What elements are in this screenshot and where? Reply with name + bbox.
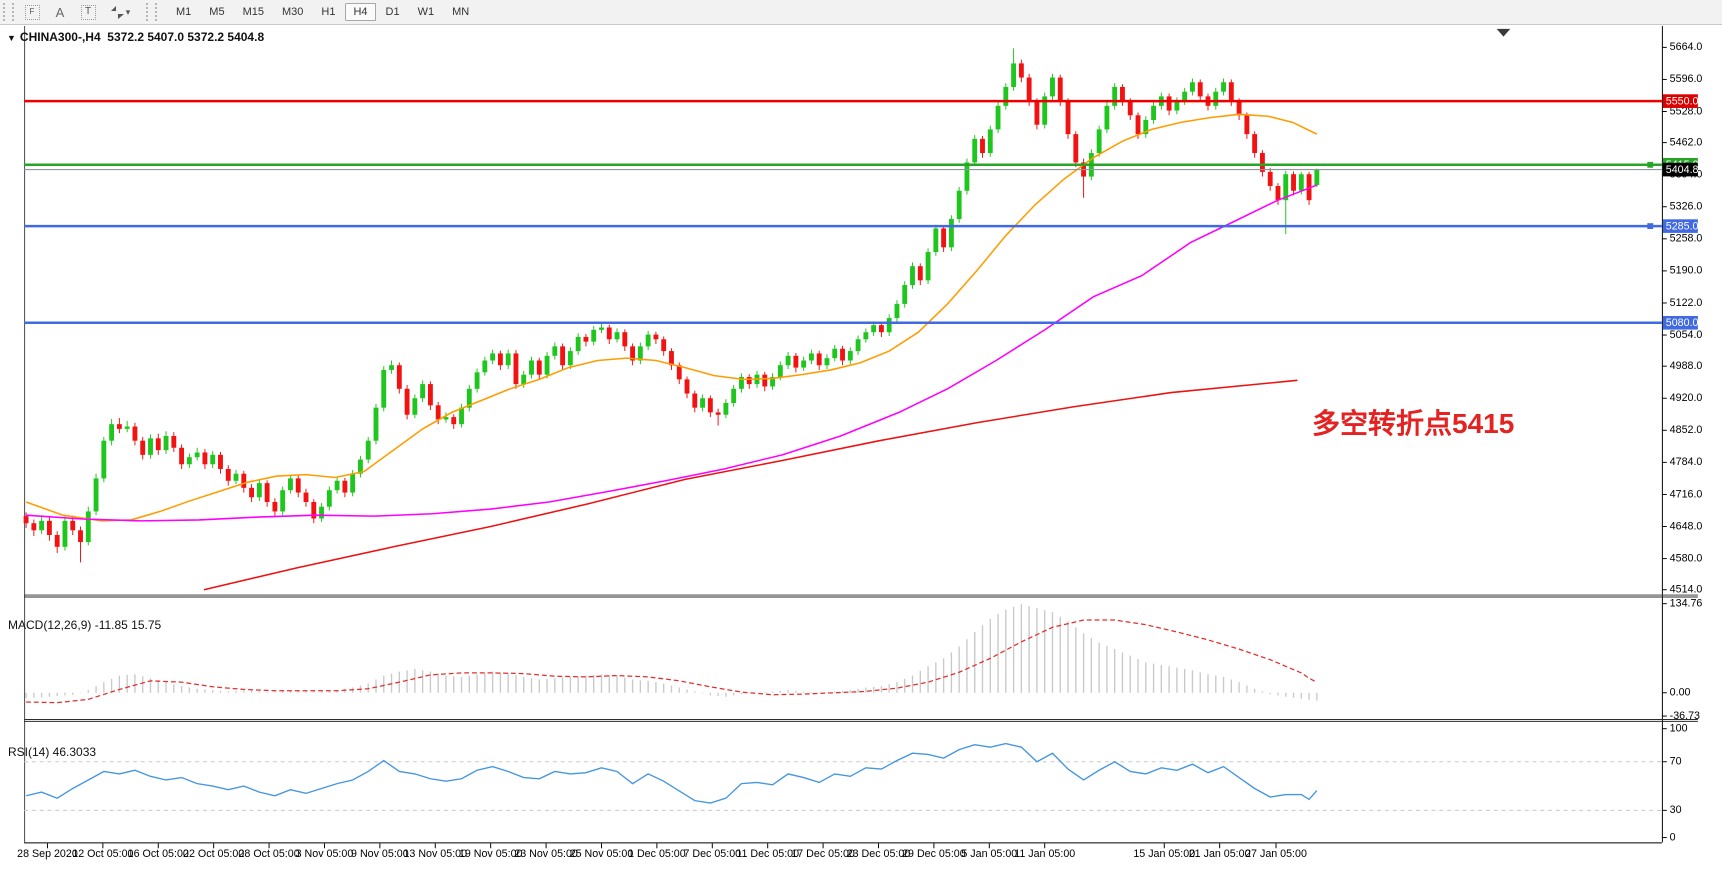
macd-signal-line [26, 619, 1318, 704]
svg-text:29 Dec 05:00: 29 Dec 05:00 [902, 848, 966, 860]
svg-text:5596.0: 5596.0 [1670, 73, 1703, 85]
toolbar: F A T ▾ M1 M5 M15 M30 H1 H4 D1 W1 MN [0, 0, 1722, 25]
svg-text:9 Nov 05:00: 9 Nov 05:00 [351, 848, 409, 860]
svg-text:5080.0: 5080.0 [1666, 317, 1699, 329]
draw-objects-icon[interactable]: ▾ [104, 1, 136, 23]
font-a-icon[interactable]: A [55, 4, 65, 20]
chart-window-glyph: F [24, 4, 40, 20]
svg-text:-36.73: -36.73 [1670, 710, 1700, 722]
text-label-glyph: T [80, 4, 96, 20]
timeframe-button-W1[interactable]: W1 [410, 3, 443, 21]
timeframe-button-M15[interactable]: M15 [235, 3, 272, 21]
svg-text:5550.0: 5550.0 [1666, 95, 1699, 107]
annotation-text[interactable]: 多空转折点5415 [1312, 408, 1515, 439]
price-badge-5404.8: 5404.8 [1662, 162, 1699, 177]
svg-text:4514.0: 4514.0 [1670, 584, 1703, 596]
svg-text:22 Oct 05:00: 22 Oct 05:00 [183, 848, 244, 860]
svg-text:25 Nov 05:00: 25 Nov 05:00 [570, 848, 634, 860]
ma-mid-magenta [26, 184, 1318, 522]
svg-text:5462.0: 5462.0 [1670, 136, 1703, 148]
svg-text:3 Nov 05:00: 3 Nov 05:00 [296, 848, 354, 860]
rsi-line [25, 742, 1318, 804]
svg-text:13 Nov 05:00: 13 Nov 05:00 [403, 848, 467, 860]
hline-5285[interactable] [24, 223, 1662, 230]
chart-canvas[interactable]: 5664.05596.05528.05462.05394.05326.05258… [0, 25, 1722, 892]
chart-shift-icon[interactable] [1496, 28, 1511, 37]
timeframe-button-H4[interactable]: H4 [345, 3, 376, 21]
svg-text:23 Dec 05:00: 23 Dec 05:00 [847, 848, 911, 860]
rsi-label: RSI(14) 46.3033 [8, 745, 97, 759]
svg-text:4784.0: 4784.0 [1670, 456, 1703, 468]
svg-text:1 Dec 05:00: 1 Dec 05:00 [628, 848, 686, 860]
svg-text:4920.0: 4920.0 [1670, 392, 1703, 404]
draw-objects-glyph [110, 5, 124, 19]
svg-text:5528.0: 5528.0 [1670, 105, 1703, 117]
ma-fast-orange [25, 113, 1318, 522]
svg-text:23 Nov 05:00: 23 Nov 05:00 [514, 848, 578, 860]
timeframe-button-D1[interactable]: D1 [378, 3, 408, 21]
price-axis[interactable]: 5664.05596.05528.05462.05394.05326.05258… [1661, 41, 1703, 596]
timeframe-group: M1 M5 M15 M30 H1 H4 D1 W1 MN [167, 3, 478, 21]
svg-text:5122.0: 5122.0 [1670, 297, 1703, 309]
svg-text:27 Jan 05:00: 27 Jan 05:00 [1245, 848, 1307, 860]
svg-text:11 Jan 05:00: 11 Jan 05:00 [1014, 848, 1075, 860]
svg-text:4716.0: 4716.0 [1670, 488, 1703, 500]
timeframe-button-H1[interactable]: H1 [313, 3, 343, 21]
timeframe-button-M1[interactable]: M1 [168, 3, 199, 21]
price-badge-5285.0: 5285.0 [1662, 219, 1699, 233]
chart-frame [24, 25, 1698, 844]
toolbar-grip-2[interactable] [146, 3, 157, 21]
svg-text:17 Dec 05:00: 17 Dec 05:00 [791, 848, 855, 860]
macd-panel: 134.76 0.00 -36.73 [25, 598, 1703, 722]
svg-text:5054.0: 5054.0 [1670, 329, 1703, 341]
svg-text:4852.0: 4852.0 [1670, 424, 1703, 436]
svg-text:4988.0: 4988.0 [1670, 360, 1703, 372]
symbol-dropdown-icon[interactable]: ▼ [7, 33, 16, 43]
svg-text:5664.0: 5664.0 [1670, 41, 1703, 53]
svg-text:0: 0 [1670, 831, 1676, 843]
timeframe-button-MN[interactable]: MN [444, 3, 477, 21]
svg-text:4648.0: 4648.0 [1670, 520, 1703, 532]
ma-slow-red [203, 379, 1298, 591]
symbol-name: CHINA300-,H4 [19, 30, 101, 44]
rsi-panel: 100 70 30 0 [24, 723, 1688, 843]
svg-text:12 Oct 05:00: 12 Oct 05:00 [72, 848, 133, 860]
svg-text:5258.0: 5258.0 [1670, 233, 1703, 245]
price-badge-5550.0: 5550.0 [1662, 94, 1699, 108]
svg-text:4580.0: 4580.0 [1670, 552, 1703, 564]
toolbar-grip[interactable] [3, 3, 14, 21]
svg-text:7 Dec 05:00: 7 Dec 05:00 [683, 848, 741, 860]
svg-text:100: 100 [1670, 723, 1688, 735]
svg-text:5285.0: 5285.0 [1666, 220, 1699, 232]
svg-text:15 Jan 05:00: 15 Jan 05:00 [1133, 848, 1195, 860]
dropdown-caret-icon[interactable]: ▾ [125, 6, 131, 17]
timeframe-button-M5[interactable]: M5 [201, 3, 232, 21]
macd-label: MACD(12,26,9) -11.85 15.75 [8, 618, 162, 632]
svg-text:28 Oct 05:00: 28 Oct 05:00 [238, 848, 299, 860]
svg-text:134.76: 134.76 [1670, 598, 1703, 610]
price-badge-5080.0: 5080.0 [1662, 315, 1699, 330]
symbol-quote: 5372.2 5407.0 5372.2 5404.8 [107, 30, 265, 44]
svg-text:28 Sep 2020: 28 Sep 2020 [17, 848, 78, 860]
svg-text:11 Dec 05:00: 11 Dec 05:00 [736, 848, 799, 860]
svg-text:5 Jan 05:00: 5 Jan 05:00 [961, 848, 1017, 860]
svg-text:70: 70 [1670, 756, 1682, 768]
chart-window-icon[interactable]: F [20, 1, 44, 23]
svg-text:5190.0: 5190.0 [1670, 265, 1703, 277]
svg-text:30: 30 [1670, 804, 1682, 816]
svg-text:19 Nov 05:00: 19 Nov 05:00 [459, 848, 523, 860]
svg-text:16 Oct 05:00: 16 Oct 05:00 [128, 848, 189, 860]
timeframe-button-M30[interactable]: M30 [274, 3, 311, 21]
text-label-icon[interactable]: T [76, 1, 100, 23]
svg-text:5404.8: 5404.8 [1666, 164, 1699, 176]
svg-text:5326.0: 5326.0 [1670, 201, 1703, 213]
symbol-title: ▼ CHINA300-,H4 5372.2 5407.0 5372.2 5404.… [7, 30, 264, 44]
hline-5415[interactable] [24, 161, 1662, 168]
svg-text:0.00: 0.00 [1670, 687, 1691, 699]
candles-layer [23, 48, 1320, 563]
svg-text:21 Jan 05:00: 21 Jan 05:00 [1189, 848, 1251, 860]
